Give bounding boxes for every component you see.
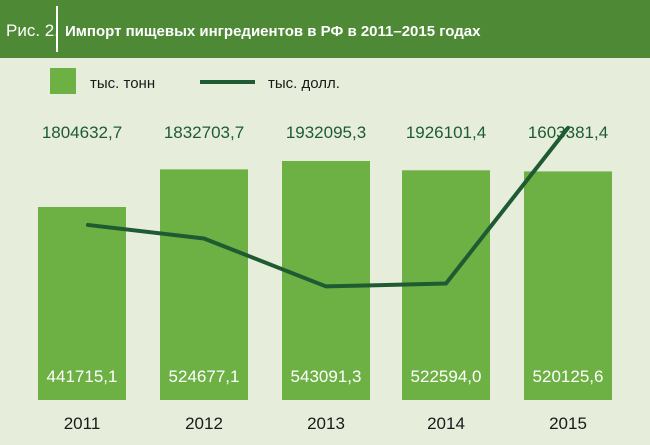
tons-label-2012: 524677,1	[169, 367, 240, 386]
tons-label-2014: 522594,0	[411, 367, 482, 386]
legend: тыс. тонн тыс. долл.	[50, 68, 340, 94]
bar-2013	[282, 160, 370, 400]
tons-label-2013: 543091,3	[291, 367, 362, 386]
bars-group	[38, 160, 612, 400]
usd-label-2014: 1926101,4	[406, 123, 486, 142]
usd-label-2015: 1603381,4	[528, 123, 608, 142]
x-tick-2011: 2011	[64, 414, 101, 433]
legend-bar-swatch	[50, 68, 76, 94]
chart-title: Импорт пищевых ингредиентов в РФ в 2011–…	[65, 23, 481, 40]
line-group	[86, 125, 570, 289]
usd-label-2012: 1832703,7	[164, 123, 244, 142]
x-tick-2015: 2015	[549, 414, 587, 433]
x-tick-2012: 2012	[185, 414, 223, 433]
tons-label-2015: 520125,6	[533, 367, 604, 386]
usd-label-2013: 1932095,3	[286, 123, 366, 142]
bar-2011	[38, 207, 126, 400]
legend-line-label: тыс. долл.	[268, 75, 340, 92]
bar-2015	[524, 171, 612, 400]
title-band	[0, 0, 650, 58]
bar-2012	[160, 169, 248, 400]
x-tick-2014: 2014	[427, 414, 465, 433]
usd-label-2011: 1804632,7	[42, 123, 122, 142]
tons-label-2011: 441715,1	[47, 367, 118, 386]
labels-group: 1804632,7 1832703,7 1932095,3 1926101,4 1603…	[42, 123, 608, 433]
figure-label: Рис. 2.	[6, 21, 59, 40]
x-tick-2013: 2013	[307, 414, 345, 433]
legend-bar-label: тыс. тонн	[90, 75, 155, 92]
